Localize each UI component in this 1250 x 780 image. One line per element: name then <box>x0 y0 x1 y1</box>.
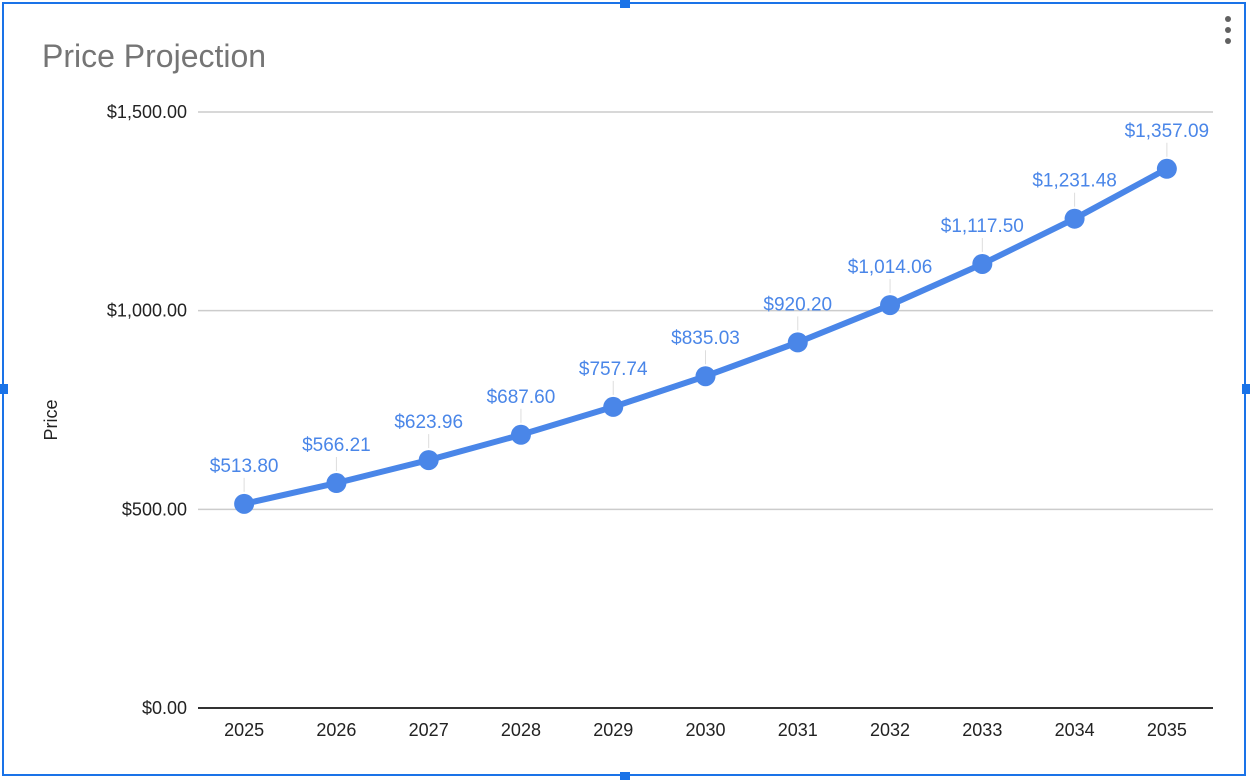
data-label: $1,231.48 <box>1032 171 1117 192</box>
x-tick-label: 2026 <box>316 720 356 740</box>
x-tick-label: 2031 <box>778 720 818 740</box>
data-label: $566.21 <box>302 435 371 456</box>
data-label: $623.96 <box>394 412 463 433</box>
data-point[interactable] <box>234 493 255 514</box>
y-tick-label: $1,500.00 <box>107 102 187 122</box>
x-tick-label: 2032 <box>870 720 910 740</box>
data-point[interactable] <box>1064 208 1085 229</box>
data-label: $1,014.06 <box>848 257 933 278</box>
data-label: $757.74 <box>579 359 648 380</box>
data-label: $687.60 <box>487 387 556 408</box>
y-axis-title: Price <box>41 399 61 440</box>
resize-handle-bottom[interactable] <box>620 772 630 780</box>
data-point[interactable] <box>326 473 347 494</box>
data-label: $920.20 <box>763 294 832 315</box>
data-label: $1,117.50 <box>941 216 1024 237</box>
data-point[interactable] <box>880 295 901 316</box>
x-tick-label: 2028 <box>501 720 541 740</box>
more-options-icon[interactable] <box>1224 16 1232 46</box>
resize-handle-left[interactable] <box>0 384 8 394</box>
data-point[interactable] <box>695 366 716 387</box>
data-point[interactable] <box>510 424 531 445</box>
x-tick-label: 2030 <box>685 720 725 740</box>
data-label: $1,357.09 <box>1125 121 1210 142</box>
x-tick-label: 2033 <box>962 720 1002 740</box>
resize-handle-top[interactable] <box>620 0 630 8</box>
y-tick-label: $0.00 <box>142 698 187 718</box>
resize-handle-right[interactable] <box>1242 384 1250 394</box>
data-label: $835.03 <box>671 328 740 349</box>
x-tick-label: 2027 <box>409 720 449 740</box>
x-tick-label: 2035 <box>1147 720 1187 740</box>
data-point[interactable] <box>1156 158 1177 179</box>
x-tick-label: 2025 <box>224 720 264 740</box>
chart-title: Price Projection <box>42 38 267 74</box>
data-point[interactable] <box>418 450 439 471</box>
data-point[interactable] <box>972 253 993 274</box>
x-tick-label: 2034 <box>1055 720 1095 740</box>
y-tick-label: $500.00 <box>122 499 187 519</box>
x-tick-label: 2029 <box>593 720 633 740</box>
data-point[interactable] <box>603 396 624 417</box>
data-label: $513.80 <box>210 456 279 477</box>
y-tick-label: $1,000.00 <box>107 301 187 321</box>
data-point[interactable] <box>787 332 808 353</box>
